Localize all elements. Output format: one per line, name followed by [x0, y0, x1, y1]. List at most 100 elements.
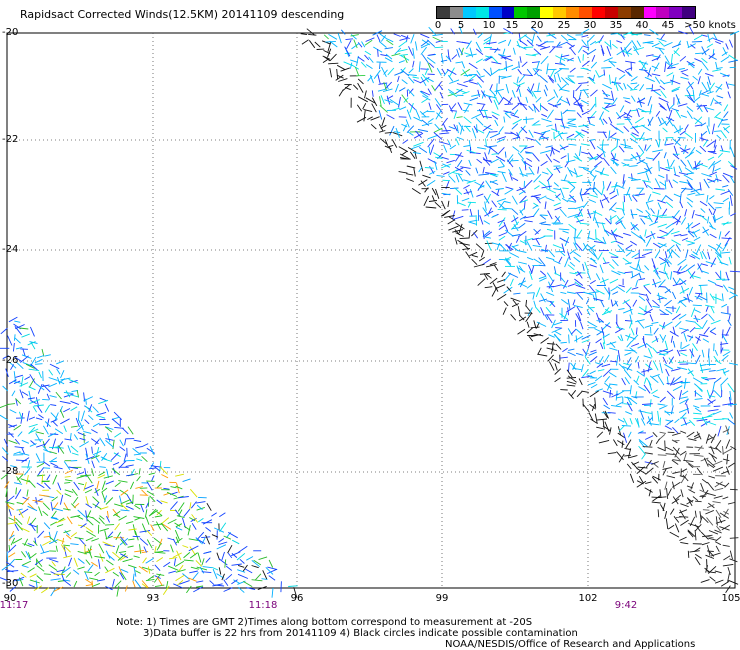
wind-vector: [560, 341, 567, 344]
wind-vector: [526, 241, 533, 251]
wind-vector: [603, 262, 610, 265]
wind-vector: [60, 418, 70, 425]
wind-vector: [708, 530, 719, 535]
wind-vector: [546, 109, 554, 119]
wind-vector: [551, 147, 555, 155]
wind-vector: [713, 202, 724, 205]
wind-vector: [647, 214, 653, 223]
wind-vector: [166, 491, 177, 497]
wind-vector: [679, 287, 690, 294]
wind-vector: [567, 118, 576, 124]
wind-vector: [53, 466, 63, 470]
wind-vector: [599, 342, 604, 350]
wind-vector: [722, 174, 730, 183]
wind-vector: [408, 46, 414, 56]
wind-vector: [540, 214, 548, 216]
wind-vector: [41, 587, 50, 594]
wind-vector: [138, 468, 141, 475]
wind-vector: [602, 425, 611, 432]
wind-vector: [653, 188, 665, 190]
wind-vector: [667, 488, 672, 496]
wind-vector: [406, 173, 414, 176]
wind-vector: [712, 216, 716, 224]
wind-vector: [630, 165, 638, 167]
wind-vector: [486, 41, 497, 45]
wind-vector: [595, 221, 606, 225]
wind-vector: [261, 578, 268, 580]
wind-vector: [388, 146, 393, 153]
wind-vector: [678, 172, 689, 176]
wind-vector: [44, 482, 51, 490]
wind-vector: [675, 494, 682, 501]
wind-vector: [468, 62, 478, 70]
wind-vector: [692, 304, 702, 307]
wind-vector: [658, 243, 667, 249]
wind-vector: [685, 320, 696, 323]
wind-vector: [729, 550, 733, 560]
wind-vector: [620, 143, 632, 148]
wind-vector: [729, 175, 735, 184]
wind-vector: [677, 103, 688, 107]
wind-vector: [94, 439, 100, 445]
wind-vector: [563, 279, 569, 289]
wind-vector: [145, 502, 149, 509]
wind-vector: [696, 431, 702, 440]
wind-vector: [617, 244, 626, 253]
wind-vector: [594, 413, 598, 424]
wind-vector: [588, 152, 594, 159]
wind-vector: [603, 103, 611, 110]
wind-vector: [683, 296, 693, 302]
wind-vector: [380, 54, 389, 57]
wind-vector: [642, 338, 647, 348]
wind-vector: [36, 474, 46, 477]
wind-vector: [592, 293, 596, 301]
wind-vector: [526, 158, 533, 162]
wind-vector: [663, 41, 673, 47]
wind-vector: [56, 569, 65, 573]
wind-vector: [623, 362, 630, 366]
wind-vector: [535, 196, 541, 204]
wind-vector: [114, 503, 124, 508]
wind-vector: [606, 46, 612, 56]
wind-vector: [725, 81, 729, 89]
wind-vector: [618, 284, 625, 288]
wind-vector: [701, 250, 707, 260]
wind-vector: [71, 488, 78, 496]
wind-vector: [627, 431, 632, 438]
wind-vector: [624, 138, 627, 149]
wind-vector: [645, 209, 651, 216]
wind-vector: [266, 568, 277, 575]
wind-vector: [192, 572, 199, 580]
wind-vector: [552, 284, 562, 288]
wind-vector: [380, 95, 385, 105]
wind-vector: [669, 330, 679, 337]
wind-vector: [721, 51, 728, 57]
wind-vector: [712, 160, 722, 166]
wind-vector: [409, 102, 414, 113]
wind-vector: [483, 115, 492, 119]
wind-vector: [704, 377, 716, 380]
wind-vector: [568, 124, 577, 128]
wind-vector: [237, 586, 245, 593]
wind-vector: [79, 441, 89, 448]
wind-vector: [596, 418, 608, 421]
wind-vector: [581, 339, 590, 343]
wind-vector: [700, 208, 706, 213]
wind-vector: [176, 579, 184, 587]
wind-vector: [493, 99, 499, 110]
wind-vector: [702, 338, 710, 343]
wind-vector: [636, 208, 644, 213]
wind-vector: [664, 299, 672, 307]
wind-vector: [422, 95, 431, 101]
wind-vector: [519, 207, 526, 214]
wind-vector: [0, 577, 8, 581]
wind-vector: [64, 475, 71, 478]
wind-vector: [183, 552, 191, 559]
wind-vector: [13, 451, 21, 455]
wind-vector: [595, 170, 603, 174]
wind-vector: [719, 150, 731, 153]
wind-vector: [694, 391, 703, 398]
wind-vector: [440, 210, 449, 217]
wind-vector: [471, 254, 479, 258]
wind-vector: [407, 131, 414, 136]
